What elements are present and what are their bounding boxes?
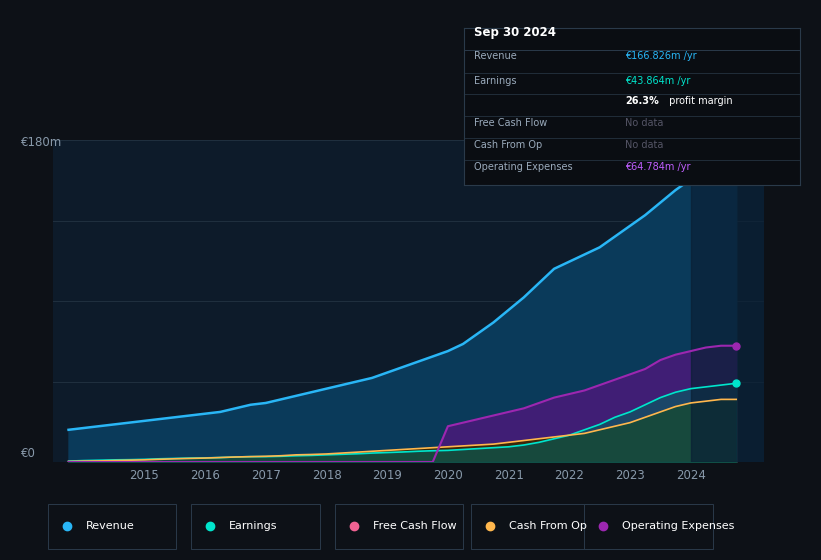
Text: €64.784m /yr: €64.784m /yr	[626, 162, 691, 172]
FancyBboxPatch shape	[335, 504, 463, 549]
Text: Revenue: Revenue	[85, 521, 135, 531]
Text: €166.826m /yr: €166.826m /yr	[626, 51, 697, 61]
Text: €180m: €180m	[21, 136, 62, 150]
Text: profit margin: profit margin	[666, 96, 732, 106]
FancyBboxPatch shape	[191, 504, 320, 549]
Text: No data: No data	[626, 118, 664, 128]
FancyBboxPatch shape	[585, 504, 713, 549]
Text: Cash From Op: Cash From Op	[474, 141, 542, 150]
Bar	[690, 140, 764, 462]
Text: Earnings: Earnings	[474, 76, 516, 86]
Text: Earnings: Earnings	[229, 521, 277, 531]
Text: Revenue: Revenue	[474, 51, 516, 61]
Text: 26.3%: 26.3%	[626, 96, 659, 106]
FancyBboxPatch shape	[48, 504, 177, 549]
Text: €43.864m /yr: €43.864m /yr	[626, 76, 690, 86]
Text: No data: No data	[626, 141, 664, 150]
Text: €0: €0	[21, 447, 35, 460]
Text: Free Cash Flow: Free Cash Flow	[373, 521, 456, 531]
Text: Cash From Op: Cash From Op	[509, 521, 586, 531]
FancyBboxPatch shape	[471, 504, 599, 549]
Text: Operating Expenses: Operating Expenses	[622, 521, 734, 531]
Text: Sep 30 2024: Sep 30 2024	[474, 26, 556, 39]
Text: Free Cash Flow: Free Cash Flow	[474, 118, 548, 128]
Text: Operating Expenses: Operating Expenses	[474, 162, 572, 172]
